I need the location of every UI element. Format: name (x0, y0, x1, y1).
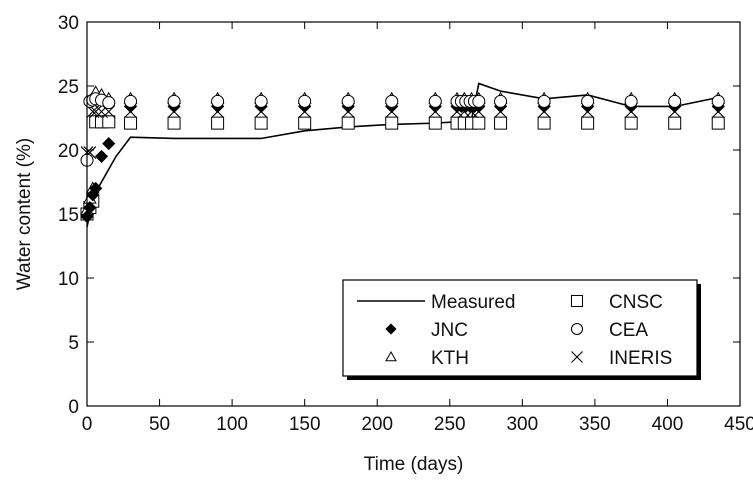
legend-marker-kth (385, 350, 397, 362)
x-tick-label: 0 (82, 414, 93, 435)
series-cea (80, 92, 725, 167)
x-axis: 0 50 100 150 200 250 300 350 400 450 (82, 22, 753, 435)
y-tick-label: 10 (58, 269, 79, 290)
point-cea (167, 94, 181, 108)
point-cnsc (494, 116, 508, 130)
x-tick-label: 50 (149, 414, 170, 435)
point-cnsc (254, 116, 268, 130)
series-cnsc (80, 115, 725, 221)
legend-marker-ineris (571, 351, 583, 363)
plot-marks (80, 82, 726, 227)
point-cea (624, 94, 638, 108)
point-cea (298, 94, 312, 108)
x-tick-label: 250 (434, 414, 466, 435)
point-cnsc (537, 116, 551, 130)
x-tick-label: 350 (579, 414, 611, 435)
y-tick-label: 5 (68, 333, 79, 354)
x-tick-label: 450 (724, 414, 753, 435)
point-cnsc (668, 116, 682, 130)
point-cnsc (581, 116, 595, 130)
series-line-measured (86, 82, 719, 227)
point-cea (537, 94, 551, 108)
point-cea (472, 94, 486, 108)
point-cea (124, 94, 138, 108)
point-cnsc (167, 116, 181, 130)
y-axis: 0 5 10 15 20 25 30 (58, 13, 740, 418)
point-cnsc (428, 116, 442, 130)
point-cnsc (341, 116, 355, 130)
point-cnsc (211, 116, 225, 130)
point-jnc (102, 137, 116, 151)
point-cnsc (298, 116, 312, 130)
x-tick-label: 200 (361, 414, 393, 435)
point-cnsc (102, 115, 116, 129)
point-cea (711, 94, 725, 108)
point-cea (211, 94, 225, 108)
legend-label-cea: CEA (609, 320, 648, 341)
x-tick-label: 400 (652, 414, 684, 435)
legend-label-jnc: JNC (431, 320, 468, 341)
legend-marker-jnc (385, 323, 397, 335)
point-jnc (89, 181, 103, 195)
y-tick-label: 25 (58, 77, 79, 98)
legend-label-cnsc: CNSC (609, 292, 663, 313)
y-tick-label: 15 (58, 205, 79, 226)
legend-box (342, 279, 698, 377)
x-tick-label: 300 (506, 414, 538, 435)
x-axis-title: Time (days) (364, 454, 464, 475)
point-cea (581, 94, 595, 108)
point-cnsc (472, 116, 486, 130)
legend-marker-cea (571, 323, 583, 335)
y-axis-title: Water content (%) (14, 138, 35, 290)
y-tick-label: 30 (58, 13, 79, 34)
x-tick-label: 150 (289, 414, 321, 435)
legend-label-kth: KTH (431, 348, 469, 369)
point-cnsc (385, 116, 399, 130)
series-ineris (80, 105, 725, 159)
point-cea (668, 94, 682, 108)
point-cea (341, 94, 355, 108)
legend-label-measured: Measured (431, 292, 516, 313)
x-tick-label: 100 (216, 414, 248, 435)
legend-label-ineris: INERIS (609, 348, 672, 369)
point-cea (102, 96, 116, 110)
point-cea (254, 94, 268, 108)
point-cea (428, 94, 442, 108)
point-cnsc (124, 116, 138, 130)
y-tick-label: 20 (58, 141, 79, 162)
legend-marker-cnsc (571, 295, 583, 307)
point-cnsc (624, 116, 638, 130)
point-cea (385, 94, 399, 108)
point-cea (494, 94, 508, 108)
point-jnc (94, 149, 109, 163)
legend: Measured JNC KTH CNSC CEA INERIS (342, 279, 701, 380)
y-tick-label: 0 (68, 397, 79, 418)
point-cnsc (711, 116, 725, 130)
